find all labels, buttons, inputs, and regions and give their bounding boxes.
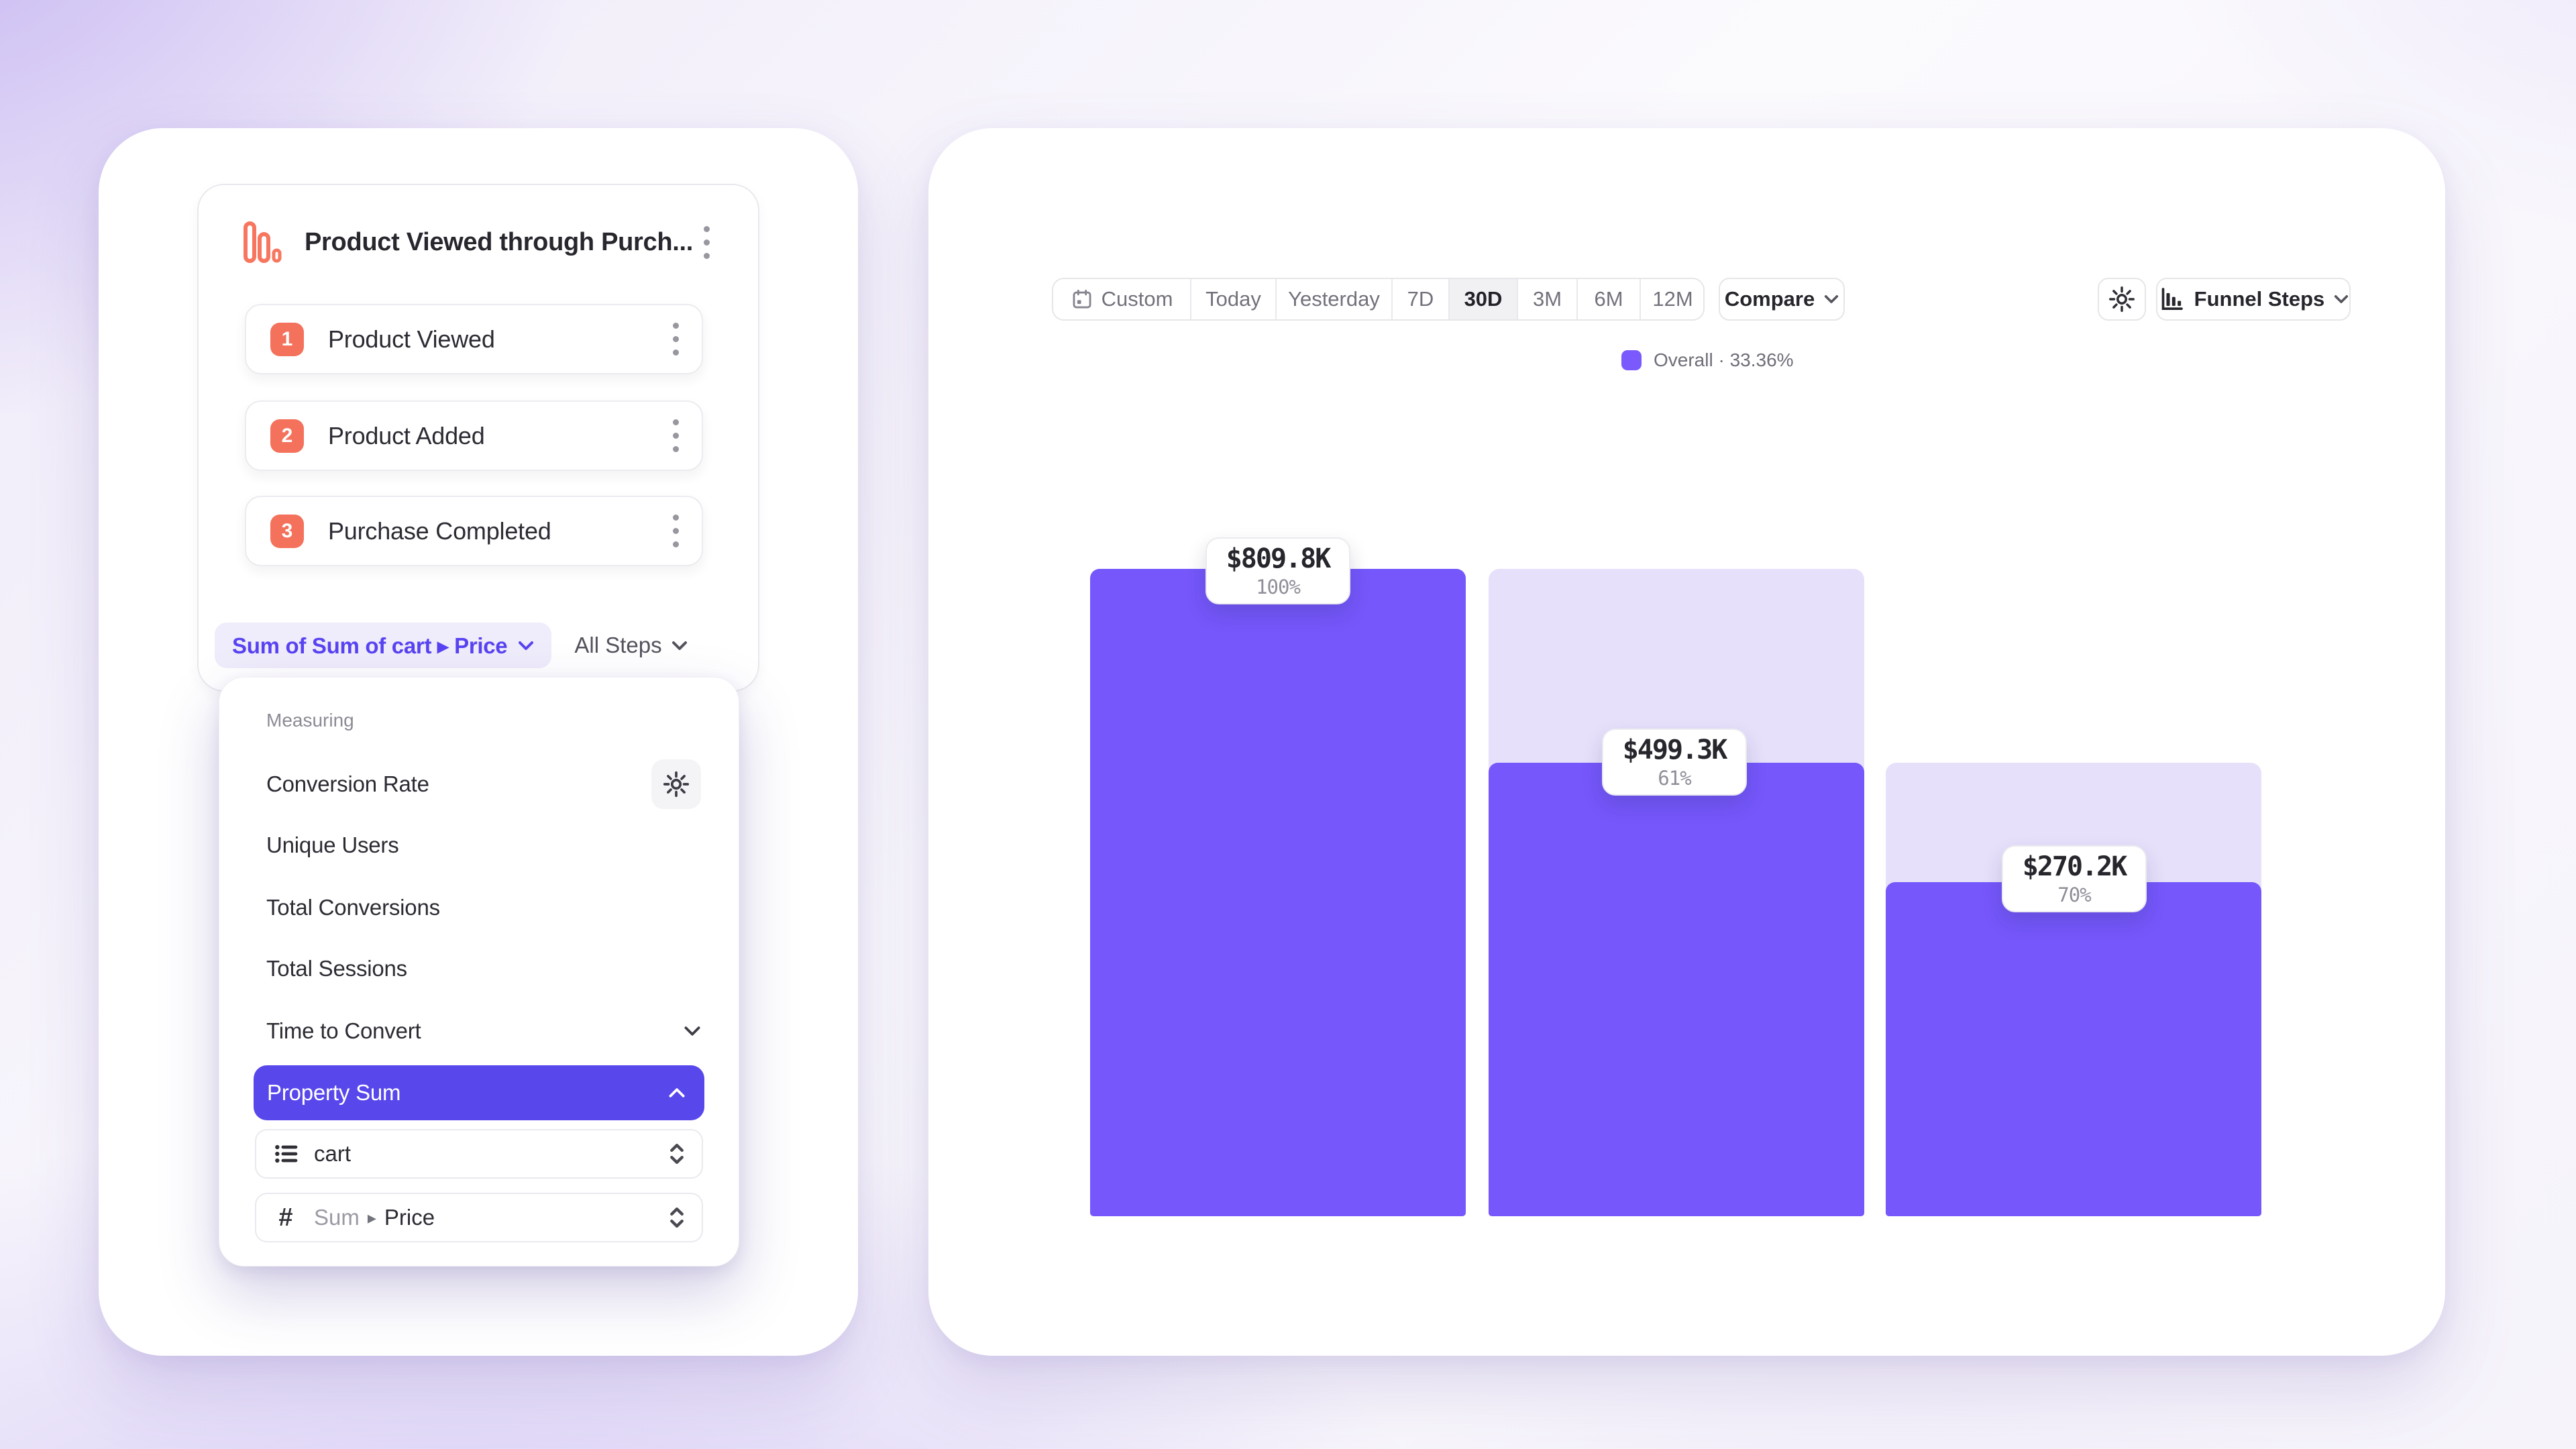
chevron-up-icon: [669, 1088, 685, 1097]
step-number-badge: 1: [270, 322, 304, 356]
legend-color-swatch: [1621, 350, 1642, 370]
report-menu-kebab-icon[interactable]: [694, 219, 719, 266]
measuring-dropdown: Measuring Conversion Rate Unique Users T…: [219, 677, 739, 1267]
measurement-row: Sum of Sum of cart ▸ Price All Steps: [215, 623, 745, 668]
legend-label: Overall · 33.36%: [1654, 350, 1794, 370]
funnel-bar-1-converted[interactable]: [1090, 569, 1466, 1216]
funnel-bars-icon: [243, 221, 282, 264]
range-3m[interactable]: 3M: [1518, 279, 1578, 319]
funnel-builder-panel: Product Viewed through Purch... 1 Produc…: [99, 128, 858, 1356]
measurement-dropdown-trigger[interactable]: Sum of Sum of cart ▸ Price: [215, 623, 552, 668]
range-today[interactable]: Today: [1191, 279, 1277, 319]
chart-settings-button[interactable]: [2098, 278, 2146, 321]
list-icon: [275, 1144, 298, 1163]
chevron-down-icon: [684, 1026, 700, 1036]
bar-value-tooltip-3: $270.2K 70%: [2002, 845, 2147, 912]
query-card: Product Viewed through Purch... 1 Produc…: [197, 184, 759, 692]
funnel-step-1[interactable]: 1 Product Viewed: [245, 304, 703, 374]
funnel-bar-3-converted[interactable]: [1886, 882, 2261, 1216]
gear-icon: [663, 771, 690, 798]
measurement-label: Sum of Sum of cart ▸ Price: [232, 633, 508, 658]
property-value: cart: [314, 1141, 352, 1166]
funnel-step-2[interactable]: 2 Product Added: [245, 400, 703, 471]
gear-icon: [2109, 286, 2135, 312]
step-number-badge: 2: [270, 419, 304, 453]
range-30d-selected[interactable]: 30D: [1450, 279, 1518, 319]
range-7d[interactable]: 7D: [1393, 279, 1450, 319]
chevron-down-icon: [672, 641, 687, 650]
chevron-down-icon: [2334, 295, 2349, 303]
chart-type-button[interactable]: Funnel Steps: [2156, 278, 2351, 321]
select-updown-icon: [670, 1143, 684, 1165]
bar-value-tooltip-1: $809.8K 100%: [1205, 537, 1350, 604]
property-select[interactable]: cart: [255, 1129, 703, 1179]
query-header: Product Viewed through Purch...: [199, 185, 758, 299]
step-label: Product Viewed: [328, 325, 495, 353]
range-yesterday[interactable]: Yesterday: [1277, 279, 1393, 319]
bar-chart-icon: [2161, 288, 2183, 310]
aggregation-select[interactable]: # Sum ▸ Price: [255, 1193, 703, 1242]
aggregation-value: Sum ▸ Price: [314, 1205, 435, 1230]
measuring-option-total-sessions[interactable]: Total Sessions: [266, 956, 407, 981]
date-range-segmented-control: Custom Today Yesterday 7D 30D 3M 6M 12M: [1052, 278, 1705, 321]
all-steps-label: All Steps: [574, 633, 662, 657]
funnel-step-3[interactable]: 3 Purchase Completed: [245, 496, 703, 566]
calendar-icon: [1073, 289, 1091, 309]
step-menu-kebab-icon[interactable]: [663, 316, 688, 362]
measuring-option-total-conversions[interactable]: Total Conversions: [266, 895, 440, 920]
measuring-option-time-to-convert[interactable]: Time to Convert: [266, 1001, 701, 1061]
report-title: Product Viewed through Purch...: [305, 227, 694, 256]
step-menu-kebab-icon[interactable]: [663, 413, 688, 459]
step-menu-kebab-icon[interactable]: [663, 508, 688, 554]
legend-overall[interactable]: Overall · 33.36%: [1621, 341, 1794, 379]
funnel-bar-2-converted[interactable]: [1489, 763, 1864, 1216]
compare-button[interactable]: Compare: [1719, 278, 1845, 321]
measuring-option-conversion-rate[interactable]: Conversion Rate: [266, 754, 701, 814]
number-property-icon: #: [278, 1203, 293, 1232]
chevron-down-icon: [519, 641, 534, 650]
step-label: Purchase Completed: [328, 517, 551, 545]
conversion-rate-settings-button[interactable]: [651, 759, 701, 809]
select-updown-icon: [670, 1207, 684, 1228]
bar-value-tooltip-2: $499.3K 61%: [1602, 729, 1747, 796]
range-custom[interactable]: Custom: [1053, 279, 1191, 319]
measuring-option-unique-users[interactable]: Unique Users: [266, 833, 399, 857]
measuring-section-label: Measuring: [266, 710, 354, 731]
range-6m[interactable]: 6M: [1578, 279, 1641, 319]
chevron-down-icon: [1825, 295, 1839, 303]
all-steps-dropdown-trigger[interactable]: All Steps: [574, 633, 687, 658]
measuring-option-property-sum-selected[interactable]: Property Sum: [254, 1065, 704, 1120]
chart-panel: Custom Today Yesterday 7D 30D 3M 6M 12M …: [928, 128, 2445, 1356]
step-number-badge: 3: [270, 514, 304, 548]
range-12m[interactable]: 12M: [1652, 287, 1693, 311]
step-label: Product Added: [328, 421, 485, 449]
